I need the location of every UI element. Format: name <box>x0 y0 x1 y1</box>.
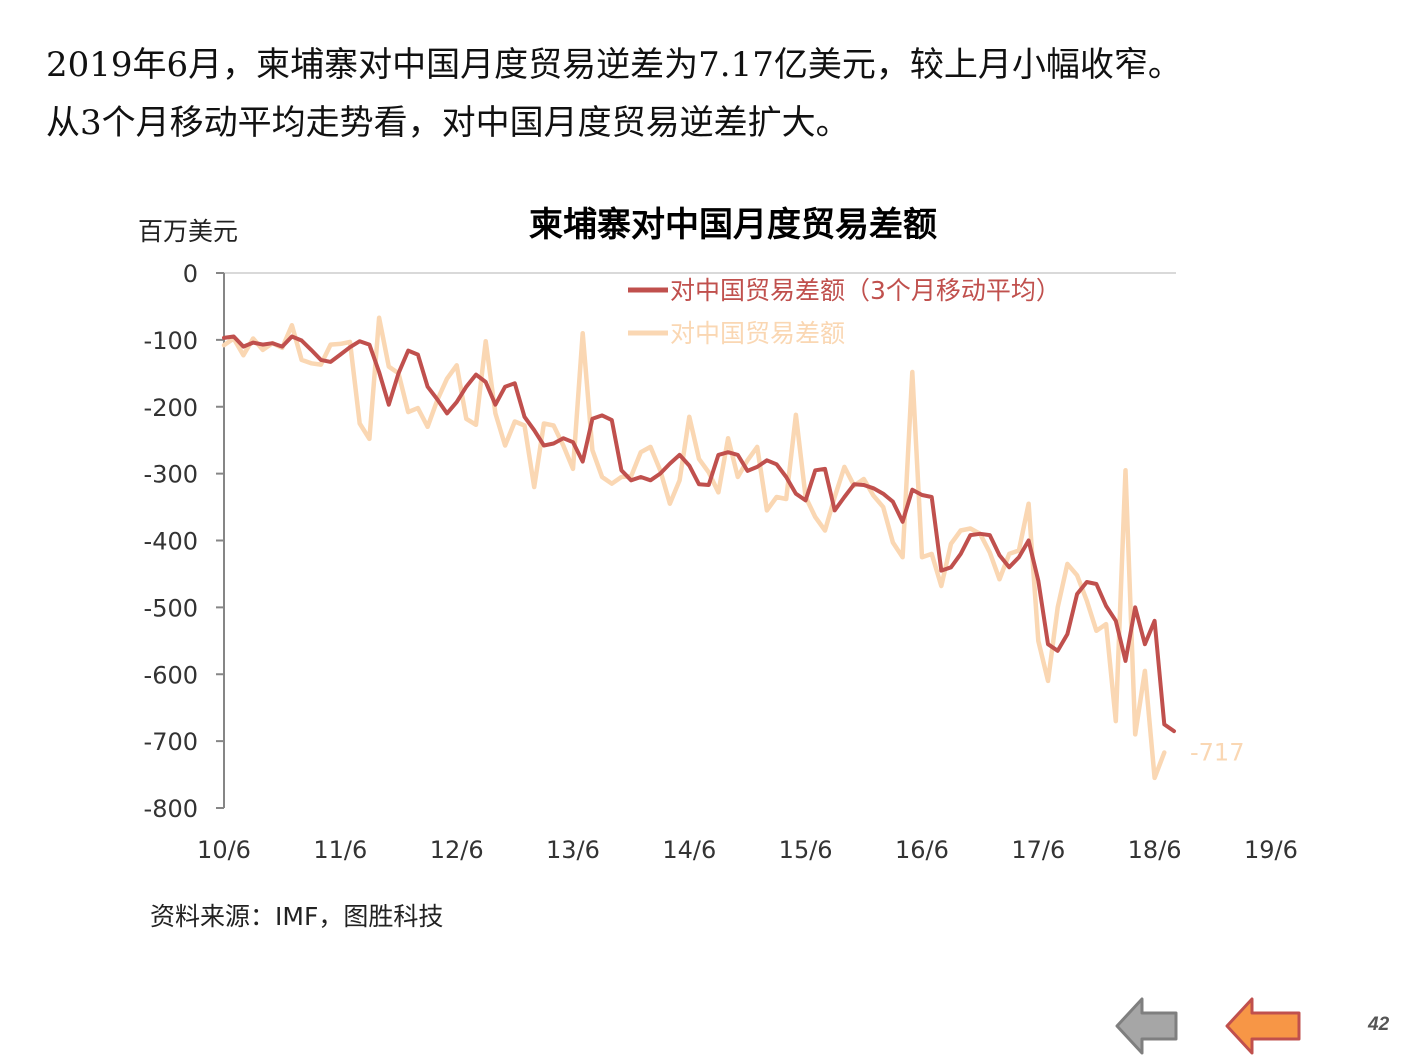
source-note: 资料来源：IMF，图胜科技 <box>150 902 444 931</box>
y-axis-unit-label: 百万美元 <box>138 217 238 246</box>
y-axis-tick-label: -200 <box>144 394 198 422</box>
y-axis-tick-label: -700 <box>144 728 198 756</box>
series-line-monthly-balance <box>221 315 1167 781</box>
chart-title: 柬埔寨对中国月度贸易差额 <box>529 205 937 245</box>
headline: 2019年6月，柬埔寨对中国月度贸易逆差为7.17亿美元，较上月小幅收窄。 从3… <box>46 36 1386 152</box>
x-axis-tick-label: 19/6 <box>1244 836 1298 864</box>
series-line-moving-average <box>222 334 1176 734</box>
y-axis-tick-label: -600 <box>144 661 198 689</box>
left-arrow-icon <box>1115 997 1178 1055</box>
x-axis-tick-label: 16/6 <box>895 836 949 864</box>
headline-line-2: 从3个月移动平均走势看，对中国月度贸易逆差扩大。 <box>46 103 850 143</box>
y-axis-tick-label: -100 <box>144 327 198 355</box>
x-axis-tick-label: 13/6 <box>546 836 600 864</box>
headline-line-1: 2019年6月，柬埔寨对中国月度贸易逆差为7.17亿美元，较上月小幅收窄。 <box>46 45 1182 85</box>
x-axis-tick-label: 10/6 <box>197 836 251 864</box>
y-axis-tick-label: -500 <box>144 594 198 622</box>
x-axis-tick-label: 11/6 <box>313 836 367 864</box>
y-axis-tick-label: 0 <box>183 260 198 288</box>
y-axis-tick-label: -400 <box>144 528 198 556</box>
page-number: 42 <box>1368 1014 1390 1035</box>
chart-legend: 对中国贸易差额（3个月移动平均） 对中国贸易差额 <box>628 276 1061 348</box>
legend-label: 对中国贸易差额（3个月移动平均） <box>670 276 1061 305</box>
previous-page-button[interactable] <box>1224 995 1302 1057</box>
y-axis-tick-label: -800 <box>144 795 198 823</box>
y-axis-tick-label: -300 <box>144 461 198 489</box>
back-arrow-button[interactable] <box>1114 995 1192 1057</box>
trade-balance-chart: 柬埔寨对中国月度贸易差额 百万美元 0 -100 -200 -300 -400 -500 -… <box>138 205 1298 864</box>
x-axis-tick-label: 18/6 <box>1128 836 1182 864</box>
legend-label: 对中国贸易差额 <box>670 319 845 348</box>
x-axis-tick-label: 12/6 <box>430 836 484 864</box>
end-value-label: -717 <box>1190 738 1244 766</box>
left-arrow-icon <box>1225 997 1301 1055</box>
x-axis-tick-label: 17/6 <box>1011 836 1065 864</box>
x-axis-tick-label: 15/6 <box>779 836 833 864</box>
x-axis-tick-label: 14/6 <box>662 836 716 864</box>
